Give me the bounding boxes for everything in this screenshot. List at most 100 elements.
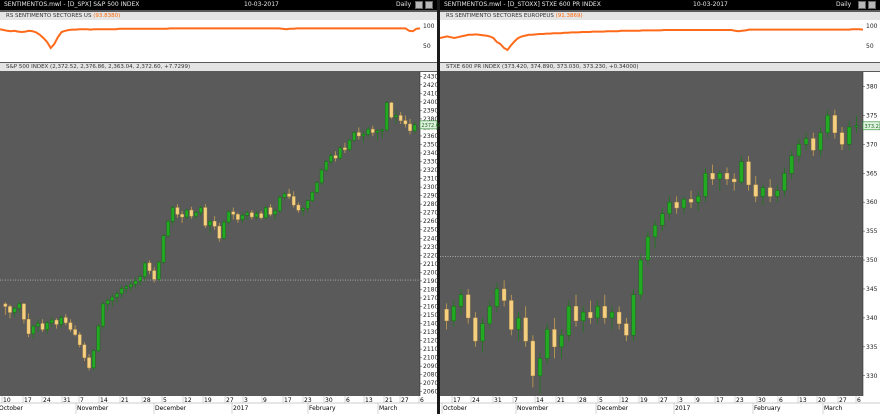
chart-window-spx[interactable]: SENTIMENTOS.mwl - [D_SPX] S&P 500 INDEX … bbox=[0, 0, 442, 414]
candle-body bbox=[208, 221, 212, 226]
month-tick-label: December bbox=[597, 405, 629, 412]
candle-body bbox=[380, 129, 384, 132]
candle-body bbox=[329, 155, 333, 162]
date-tick-label: 30 bbox=[758, 397, 766, 404]
candle-body bbox=[3, 303, 8, 307]
price-tick-label: 365 bbox=[866, 170, 878, 177]
date-tick-label: 24 bbox=[472, 397, 480, 404]
candle-body bbox=[129, 284, 133, 288]
candle-body bbox=[26, 319, 31, 334]
price-tick-label: 345 bbox=[866, 286, 878, 293]
price-tick-label: 2280 bbox=[423, 201, 438, 208]
spx-chart-svg[interactable]: 2430242024102400239023802370236023502340… bbox=[0, 0, 442, 414]
month-tick-label: November bbox=[517, 405, 549, 412]
candle-body bbox=[296, 204, 301, 211]
minimize-button[interactable] bbox=[858, 1, 866, 9]
candle-body bbox=[753, 184, 758, 197]
candle-body bbox=[760, 187, 766, 197]
month-tick-label: March bbox=[379, 405, 397, 412]
price-axis bbox=[863, 72, 880, 396]
window-period: Daily bbox=[396, 1, 412, 8]
candle-body bbox=[746, 161, 751, 186]
candle-body bbox=[552, 329, 557, 348]
date-tick-label: 19 bbox=[204, 397, 212, 404]
date-tick-label: 17 bbox=[716, 397, 724, 404]
chart-window-stoxx[interactable]: SENTIMENTOS.mwl - [D_STOXX] STXE 600 PR … bbox=[439, 0, 880, 414]
indicator-panel[interactable] bbox=[0, 20, 437, 62]
indicator-axis bbox=[420, 20, 437, 60]
price-tick-label: 2200 bbox=[423, 269, 438, 276]
candle-body bbox=[124, 286, 129, 289]
indicator-panel[interactable] bbox=[440, 20, 880, 62]
candle-body bbox=[724, 173, 730, 180]
candle-body bbox=[63, 317, 68, 323]
candle-body bbox=[357, 132, 361, 137]
indicator-line bbox=[439, 28, 864, 52]
month-tick-label: February bbox=[309, 405, 336, 412]
indicator-tick-label: 100 bbox=[423, 23, 435, 30]
candle-body bbox=[566, 306, 571, 336]
candle-body bbox=[180, 214, 184, 218]
candle-body bbox=[40, 323, 45, 330]
candle-body bbox=[509, 300, 514, 330]
candle-body bbox=[133, 280, 138, 285]
candle-body bbox=[291, 196, 296, 206]
candle-body bbox=[259, 213, 263, 218]
price-tick-label: 2260 bbox=[423, 218, 438, 225]
indicator-tick-label: 50 bbox=[866, 43, 874, 50]
date-tick-label: 7 bbox=[80, 397, 84, 404]
candle-body bbox=[768, 187, 773, 197]
date-tick-label: 20 bbox=[818, 397, 826, 404]
price-tick-label: 2210 bbox=[423, 261, 438, 268]
indicator-axis bbox=[863, 20, 880, 60]
price-tick-label: 2320 bbox=[423, 167, 438, 174]
price-tick-label: 2380 bbox=[423, 116, 438, 123]
candle-body bbox=[277, 197, 282, 212]
price-header: S&P 500 INDEX (2,372.52, 2,376.86, 2,363… bbox=[0, 63, 437, 71]
candle-body bbox=[87, 357, 91, 369]
candle-body bbox=[545, 329, 550, 359]
price-tick-label: 2230 bbox=[423, 244, 438, 251]
candle-body bbox=[338, 147, 343, 159]
date-tick-label: 5 bbox=[599, 397, 603, 404]
minimize-button[interactable] bbox=[415, 1, 423, 9]
last-price-tag bbox=[419, 120, 438, 130]
date-tick-label: 21 bbox=[557, 397, 565, 404]
candle-body bbox=[189, 209, 194, 217]
candle-body bbox=[315, 182, 319, 193]
date-tick-label: 13 bbox=[799, 397, 807, 404]
candle-body bbox=[138, 276, 143, 282]
candle-body bbox=[617, 311, 622, 324]
candle-body bbox=[170, 207, 175, 222]
candle-body bbox=[250, 212, 254, 218]
date-tick-label: 17 bbox=[284, 397, 292, 404]
price-tick-label: 2310 bbox=[423, 176, 438, 183]
price-label: STXE 600 PR INDEX (373.420, 374.890, 373… bbox=[446, 64, 639, 70]
price-tick-label: 2150 bbox=[423, 312, 438, 319]
close-button[interactable] bbox=[868, 1, 876, 9]
price-tick-label: 2100 bbox=[423, 355, 438, 362]
indicator-value: (91.3869) bbox=[555, 13, 583, 19]
window-titlebar[interactable]: SENTIMENTOS.mwl - [D_SPX] S&P 500 INDEX … bbox=[0, 0, 437, 10]
candle-body bbox=[203, 207, 208, 226]
price-tick-label: 2400 bbox=[423, 99, 438, 106]
price-tick-label: 2410 bbox=[423, 90, 438, 97]
price-tick-label: 340 bbox=[866, 315, 878, 322]
price-tick-label: 2190 bbox=[423, 278, 438, 285]
stoxx-chart-svg[interactable]: 3803753703653603553503453403353301005037… bbox=[439, 0, 880, 414]
candle-body bbox=[789, 155, 794, 174]
date-tick-label: 31 bbox=[494, 397, 502, 404]
window-titlebar[interactable]: SENTIMENTOS.mwl - [D_STOXX] STXE 600 PR … bbox=[440, 0, 880, 10]
candle-body bbox=[12, 307, 17, 313]
date-tick-label: 23 bbox=[304, 397, 312, 404]
month-tick-label: December bbox=[155, 405, 187, 412]
date-tick-label: 21 bbox=[385, 397, 393, 404]
indicator-tick-label: 50 bbox=[423, 43, 431, 50]
window-period: Daily bbox=[836, 1, 852, 8]
candle-body bbox=[310, 192, 315, 201]
date-tick-label: 14 bbox=[536, 397, 544, 404]
candle-body bbox=[818, 132, 823, 151]
date-tick-label: 23 bbox=[736, 397, 744, 404]
close-button[interactable] bbox=[425, 1, 433, 9]
candle-body bbox=[674, 201, 679, 209]
